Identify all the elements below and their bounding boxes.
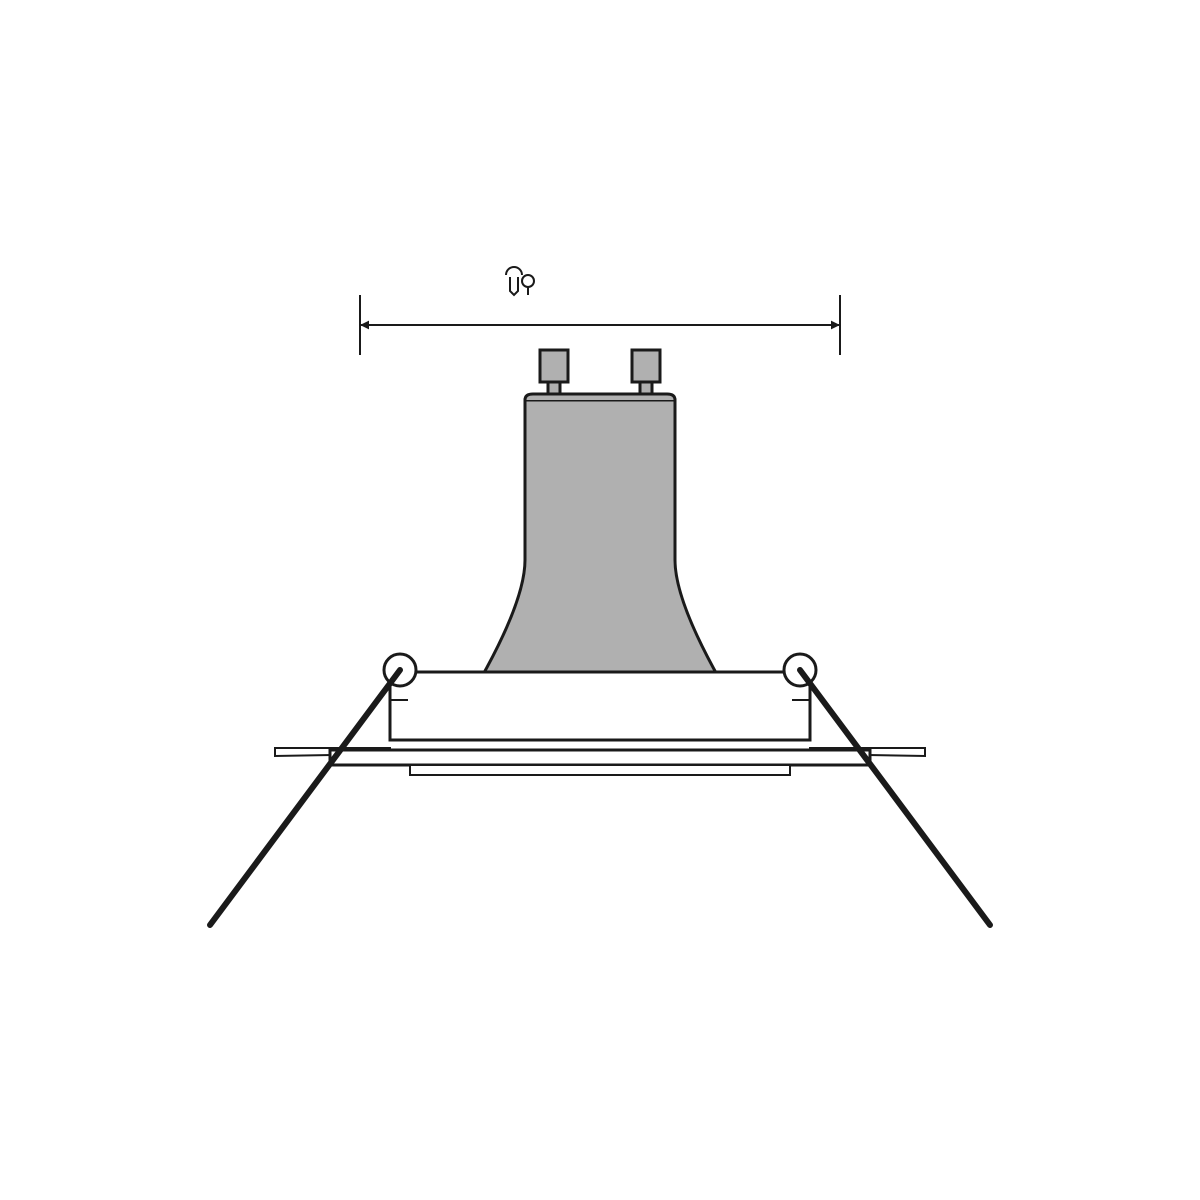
- fixture: [210, 654, 990, 925]
- gu10-bulb: [450, 350, 750, 720]
